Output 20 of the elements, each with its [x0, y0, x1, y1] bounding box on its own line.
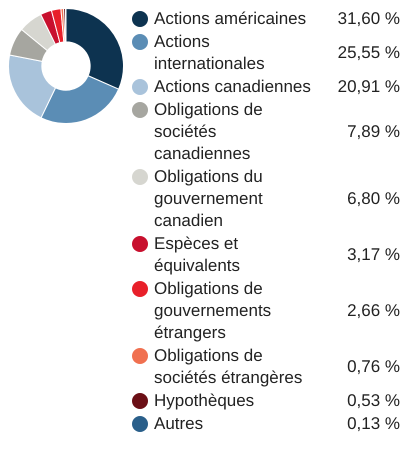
legend-label: Obligations de gouvernements étrangers	[154, 278, 272, 344]
data-label: 0,13 %	[346, 413, 400, 435]
legend-label: Obligations du gouvernement canadien	[154, 166, 264, 232]
data-label: 7,89 %	[346, 121, 400, 143]
data-label: 20,91 %	[336, 76, 400, 98]
legend-label: Actions internationales	[154, 31, 266, 75]
legend-label: Obligations de sociétés canadiennes	[154, 99, 264, 165]
data-label: 0,53 %	[346, 390, 400, 412]
legend-label: Actions canadiennes	[154, 76, 312, 98]
legend-label: Obligations de sociétés étrangères	[154, 345, 304, 389]
data-label: 31,60 %	[336, 8, 400, 30]
data-label: 2,66 %	[346, 300, 400, 322]
legend-label: Autres	[154, 413, 204, 435]
data-label: 3,17 %	[346, 244, 400, 266]
legend-label: Actions américaines	[154, 8, 308, 30]
legend-label: Hypothèques	[154, 390, 256, 412]
legend-label: Espèces et équivalents	[154, 233, 242, 277]
data-label: 25,55 %	[336, 42, 400, 64]
data-label: 0,76 %	[346, 356, 400, 378]
data-label: 6,80 %	[346, 188, 400, 210]
